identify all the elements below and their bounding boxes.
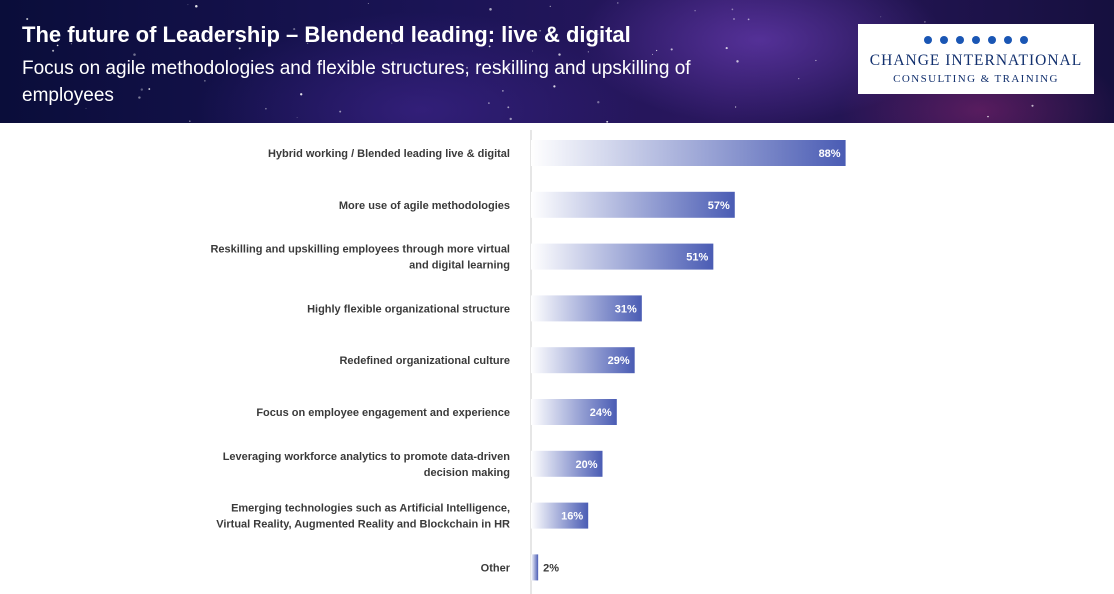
starfield-decoration (26, 2, 1073, 123)
category-label: and digital learning (409, 260, 510, 272)
category-label: Other (481, 562, 511, 574)
logo-name: CHANGE INTERNATIONAL (869, 52, 1083, 69)
value-label: 88% (819, 148, 841, 160)
value-label: 51% (686, 252, 708, 264)
bar (531, 554, 539, 581)
bar-group: Leveraging workforce analytics to promot… (223, 450, 603, 479)
bar-group: Hybrid working / Blended leading live & … (268, 140, 846, 166)
category-label: Emerging technologies such as Artificial… (231, 503, 510, 515)
bar-group: Other 2% (481, 554, 559, 581)
value-label: 24% (590, 407, 612, 419)
page-title: The future of Leadership – Blendend lead… (22, 22, 631, 47)
bar (531, 295, 642, 322)
bar (531, 191, 735, 218)
category-label: Focus on employee engagement and experie… (256, 407, 510, 419)
category-label: Hybrid working / Blended leading live & … (268, 148, 510, 160)
bar-group: Emerging technologies such as Artificial… (216, 502, 589, 531)
bar (531, 347, 635, 374)
bar-group: Focus on employee engagement and experie… (256, 399, 617, 425)
bar (531, 243, 714, 270)
company-logo: CHANGE INTERNATIONAL CONSULTING & TRAINI… (858, 24, 1094, 94)
category-label: More use of agile methodologies (339, 200, 510, 212)
category-label: Virtual Reality, Augmented Reality and B… (216, 519, 510, 531)
category-label: Reskilling and upskilling employees thro… (210, 244, 510, 256)
bar-group: Redefined organizational culture 29% (339, 347, 635, 374)
category-label: Highly flexible organizational structure (307, 303, 510, 315)
page-subtitle: Focus on agile methodologies and flexibl… (22, 58, 691, 106)
bar (531, 502, 589, 529)
bar-group: More use of agile methodologies 57% (339, 191, 735, 218)
value-label: 20% (575, 459, 597, 471)
value-label: 31% (615, 303, 637, 315)
bar-chart: Hybrid working / Blended leading live & … (210, 130, 846, 594)
category-label: decision making (424, 467, 510, 479)
value-label: 2% (543, 562, 559, 574)
logo-dots-icon (858, 36, 1094, 46)
value-label: 57% (708, 200, 730, 212)
logo-tagline: CONSULTING & TRAINING (893, 73, 1059, 85)
bar-group: Reskilling and upskilling employees thro… (210, 243, 714, 272)
bar (531, 140, 846, 166)
bar (531, 450, 603, 477)
bar (531, 399, 617, 425)
header-banner: The future of Leadership – Blendend lead… (0, 0, 1114, 123)
category-label: Leveraging workforce analytics to promot… (223, 451, 511, 463)
value-label: 29% (608, 355, 630, 367)
bar-group: Highly flexible organizational structure… (307, 295, 642, 322)
category-label: Redefined organizational culture (339, 355, 510, 367)
value-label: 16% (561, 511, 583, 523)
